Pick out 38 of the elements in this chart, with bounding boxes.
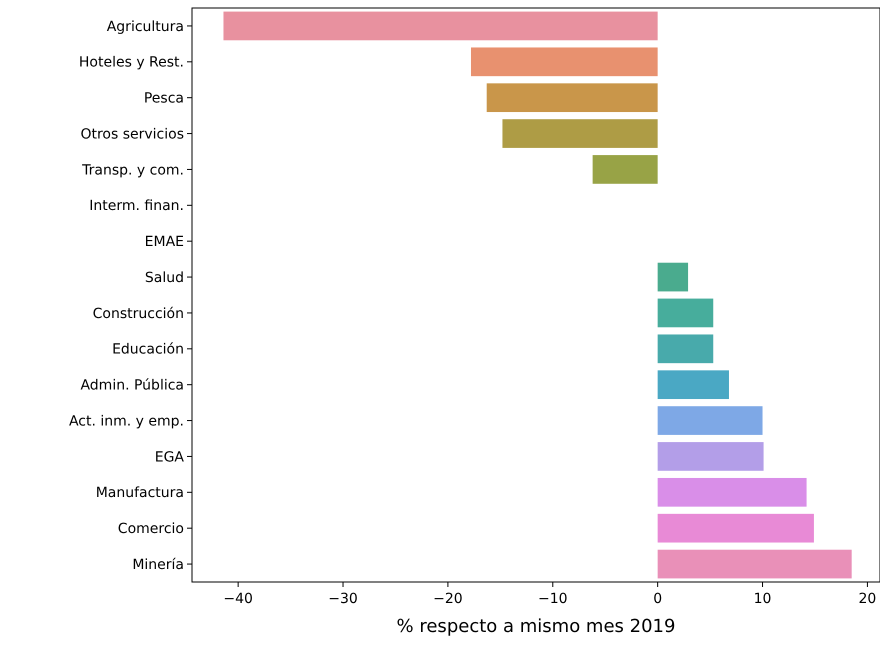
y-tick-label: EMAE <box>144 234 184 250</box>
x-tick-label: 10 <box>754 591 772 607</box>
bar <box>502 119 658 148</box>
bar <box>658 334 714 364</box>
y-tick-label: Pesca <box>144 90 184 107</box>
y-tick-label: Construcción <box>92 306 184 322</box>
x-tick-label: −10 <box>538 591 568 607</box>
x-tick-label: 0 <box>653 591 662 607</box>
bar <box>658 478 807 507</box>
y-tick-label: Interm. finan. <box>89 198 184 214</box>
y-tick-label: Educación <box>112 342 184 358</box>
x-axis-title: % respecto a mismo mes 2019 <box>396 616 676 637</box>
x-tick-label: −40 <box>223 591 253 607</box>
bar <box>658 370 729 400</box>
bar <box>658 442 764 471</box>
bar <box>223 12 658 40</box>
y-tick-label: EGA <box>154 449 184 466</box>
y-tick-label: Salud <box>144 270 184 286</box>
y-tick-label: Comercio <box>118 521 184 538</box>
bar <box>658 550 852 578</box>
bar <box>486 83 658 112</box>
bar <box>658 514 814 543</box>
y-tick-label: Minería <box>132 556 184 573</box>
y-tick-label: Hoteles y Rest. <box>78 54 184 71</box>
y-tick-label: Admin. Pública <box>80 378 184 394</box>
bar <box>592 155 658 184</box>
bar <box>658 406 763 435</box>
bar <box>470 47 658 76</box>
bar <box>658 262 688 292</box>
y-tick-label: Agricultura <box>106 18 184 35</box>
y-tick-label: Act. inm. y emp. <box>68 413 184 430</box>
x-tick-label: −30 <box>328 591 358 607</box>
bar <box>658 298 714 328</box>
y-tick-label: Manufactura <box>96 485 184 502</box>
y-tick-label: Transp. y com. <box>81 162 184 178</box>
x-tick-label: −20 <box>433 591 463 607</box>
y-tick-label: Otros servicios <box>80 126 184 142</box>
x-tick-label: 20 <box>858 591 876 607</box>
